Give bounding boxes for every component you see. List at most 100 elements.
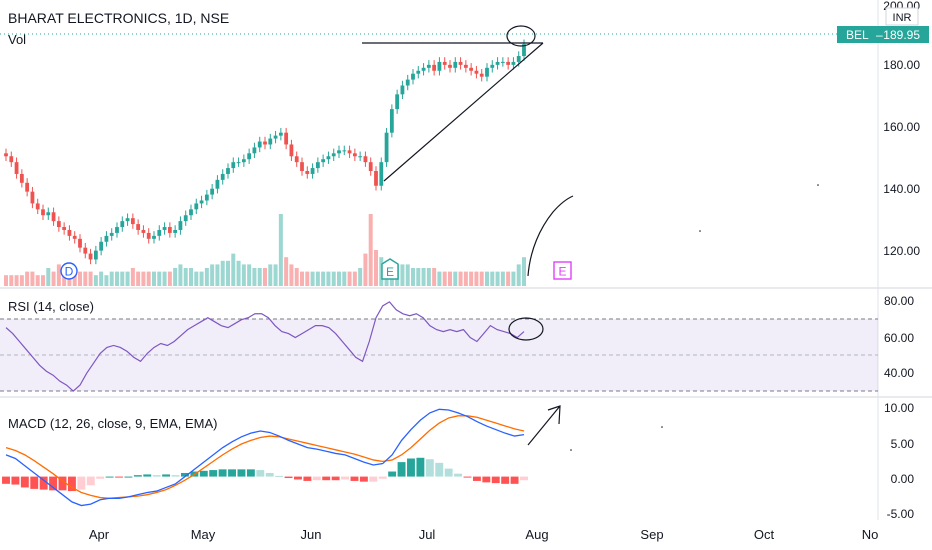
candle-body: [25, 182, 30, 192]
volume-bar: [178, 264, 183, 286]
candle-body: [141, 229, 146, 233]
macd-histogram-bar: [209, 470, 218, 477]
macd-histogram-bar: [312, 476, 321, 481]
candle-body: [72, 235, 77, 239]
stray-dot: [570, 449, 572, 451]
macd-histogram-bar: [275, 475, 284, 477]
volume-bar: [268, 264, 273, 286]
volume-bar: [252, 268, 257, 286]
candle-body: [389, 109, 394, 133]
rsi-title: RSI (14, close): [8, 299, 94, 314]
macd-histogram-bar: [350, 476, 359, 481]
candle-body: [125, 218, 130, 222]
macd-histogram-bar: [246, 469, 255, 477]
macd-histogram-bar: [11, 476, 20, 485]
candle-body: [120, 221, 125, 228]
candle-body: [104, 235, 109, 242]
volume-bar: [400, 264, 405, 286]
volume-bar: [374, 250, 378, 286]
candle-body: [432, 64, 437, 71]
volume-bar: [421, 268, 426, 286]
candle-body: [421, 67, 426, 71]
candle-body: [241, 159, 246, 163]
volume-bar: [516, 264, 521, 286]
volume-bar: [294, 268, 299, 286]
stray-dot: [699, 230, 701, 232]
volume-bar: [337, 271, 341, 286]
price-tick: 140.00: [883, 182, 920, 196]
macd-histogram-bar: [472, 476, 481, 481]
candle-body: [157, 229, 162, 236]
volume-bar: [432, 268, 437, 286]
volume-bars: [4, 214, 526, 286]
candle-body: [384, 132, 389, 163]
stray-dot: [817, 184, 819, 186]
dividend-marker[interactable]: D: [60, 262, 78, 280]
volume-bar: [25, 271, 30, 286]
volume-bar: [51, 271, 56, 286]
volume-label: Vol: [8, 32, 26, 47]
volume-bar: [93, 275, 98, 286]
candles: [4, 39, 526, 265]
macd-histogram-bar: [322, 476, 331, 481]
earnings-marker[interactable]: E: [381, 258, 399, 280]
upward-arrow-drawing[interactable]: [527, 195, 574, 277]
volume-bar: [241, 264, 246, 286]
rsi-axis[interactable]: 80.00 60.00 40.00: [884, 294, 914, 380]
price-tick: 180.00: [883, 58, 920, 72]
upcoming-earnings-marker[interactable]: E: [553, 261, 572, 280]
macd-histogram-bar: [454, 473, 463, 477]
candle-body: [479, 73, 484, 77]
macd-histogram-bar: [491, 476, 500, 484]
candle-body: [199, 200, 204, 204]
breakout-circle-drawing[interactable]: [506, 25, 536, 47]
volume-bar: [120, 271, 125, 286]
candle-body: [263, 141, 267, 145]
macd-histogram-bar: [180, 472, 189, 477]
volume-bar: [331, 271, 336, 286]
candle-body: [35, 203, 40, 210]
candle-body: [300, 162, 304, 172]
rsi-plot: [5, 301, 525, 392]
macd-histogram-bar: [416, 457, 425, 477]
currency-text: INR: [893, 12, 912, 24]
candle-body: [321, 159, 326, 163]
candle-body: [194, 203, 199, 210]
candle-body: [342, 150, 347, 152]
macd-plot: [2, 408, 528, 507]
price-tick: 120.00: [883, 244, 920, 258]
candle-body: [136, 224, 141, 230]
last-price-tag: BEL – 189.95: [837, 26, 929, 43]
candle-body: [56, 221, 61, 228]
currency-label[interactable]: INR: [885, 7, 919, 26]
price-tag-symbol: BEL: [846, 28, 869, 42]
macd-axis[interactable]: 10.00 5.00 0.00 -5.00: [884, 401, 914, 521]
time-axis[interactable]: Apr May Jun Jul Aug Sep Oct No: [89, 527, 878, 542]
macd-histogram-bar: [463, 476, 472, 478]
candle-body: [289, 144, 294, 157]
rsi-circle-drawing[interactable]: [508, 317, 544, 341]
candle-body: [405, 79, 410, 86]
volume-bar: [83, 271, 88, 286]
macd-histogram-bar: [218, 469, 227, 477]
volume-bar: [88, 271, 93, 286]
candle-body: [273, 135, 278, 139]
candle-body: [400, 85, 405, 95]
candle-body: [167, 227, 172, 233]
volume-bar: [35, 275, 40, 286]
macd-histogram-bar: [331, 476, 340, 481]
candle-body: [30, 191, 35, 204]
support-trendline[interactable]: [383, 42, 544, 182]
volume-bar: [479, 271, 484, 286]
dividend-marker-label: D: [65, 265, 74, 279]
candle-body: [511, 61, 516, 65]
time-tick: Jun: [301, 527, 322, 542]
macd-histogram-bar: [510, 476, 519, 484]
macd-tick: 0.00: [891, 472, 915, 486]
macd-arrow-drawing[interactable]: [527, 405, 561, 446]
candle-body: [78, 238, 82, 248]
candle-body: [500, 61, 505, 63]
time-tick: May: [191, 527, 216, 542]
volume-bar: [289, 264, 294, 286]
